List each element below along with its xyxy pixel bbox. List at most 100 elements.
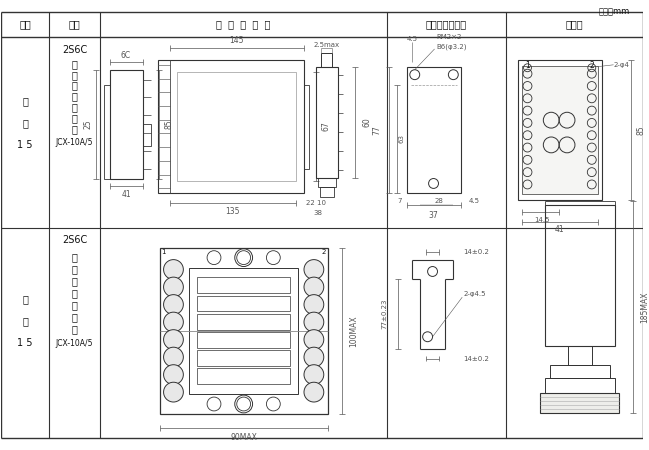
Bar <box>321 53 332 67</box>
Bar <box>197 332 290 348</box>
Text: 14±0.2: 14±0.2 <box>463 249 489 255</box>
Text: 7: 7 <box>397 198 402 204</box>
Text: 135: 135 <box>226 207 240 216</box>
Circle shape <box>304 347 324 367</box>
Text: 2: 2 <box>322 249 326 255</box>
Bar <box>407 67 461 194</box>
Text: 线: 线 <box>71 324 77 334</box>
Text: 22 10: 22 10 <box>306 200 326 206</box>
Bar <box>177 72 296 181</box>
Text: 接: 接 <box>71 312 77 322</box>
Text: 出: 出 <box>71 265 77 274</box>
Text: 凸: 凸 <box>71 59 77 69</box>
Text: 外  形  尺  尸  图: 外 形 尺 尸 图 <box>217 19 271 29</box>
Text: 图: 图 <box>22 316 28 326</box>
Bar <box>158 60 304 194</box>
Text: 2S6C: 2S6C <box>62 235 87 245</box>
Text: 单位：mm: 单位：mm <box>598 8 630 17</box>
Text: 41: 41 <box>121 190 131 199</box>
Text: 90MAX: 90MAX <box>230 433 257 442</box>
Text: 1: 1 <box>162 249 166 255</box>
Text: 式: 式 <box>71 276 77 286</box>
Text: 6C: 6C <box>121 51 131 60</box>
Text: JCX-10A/5: JCX-10A/5 <box>56 339 93 348</box>
Text: 板: 板 <box>71 91 77 101</box>
Text: 2S6C: 2S6C <box>62 45 87 55</box>
Circle shape <box>164 330 184 350</box>
Bar <box>550 365 609 378</box>
Text: 线: 线 <box>71 124 77 134</box>
Circle shape <box>164 364 184 384</box>
Text: 85: 85 <box>164 119 173 129</box>
Circle shape <box>164 382 184 402</box>
Circle shape <box>164 312 184 332</box>
Text: 14.5: 14.5 <box>535 217 550 223</box>
Text: RM2×2: RM2×2 <box>437 34 462 40</box>
Circle shape <box>304 312 324 332</box>
Bar <box>568 346 592 365</box>
Text: 37: 37 <box>429 211 439 220</box>
Text: 前: 前 <box>71 300 77 310</box>
Circle shape <box>304 295 324 315</box>
Text: 附: 附 <box>22 294 28 304</box>
Text: 63: 63 <box>399 135 405 144</box>
Bar <box>522 66 598 194</box>
Circle shape <box>164 295 184 315</box>
Circle shape <box>304 260 324 279</box>
Text: 4.5: 4.5 <box>469 198 480 204</box>
Text: 图: 图 <box>22 118 28 128</box>
Text: 145: 145 <box>230 36 244 45</box>
Circle shape <box>164 277 184 297</box>
Text: B6(φ3.2): B6(φ3.2) <box>437 44 467 50</box>
Text: 板: 板 <box>71 288 77 298</box>
Circle shape <box>164 260 184 279</box>
Text: 28: 28 <box>434 198 443 204</box>
Bar <box>160 248 328 414</box>
Bar <box>143 124 151 146</box>
Bar <box>197 314 290 330</box>
Text: 77±0.23: 77±0.23 <box>381 299 387 329</box>
Text: JCX-10A/5: JCX-10A/5 <box>56 139 93 148</box>
Bar <box>545 205 615 346</box>
Circle shape <box>304 364 324 384</box>
Text: 出: 出 <box>71 70 77 80</box>
Bar <box>541 393 619 413</box>
Circle shape <box>304 330 324 350</box>
Text: 185MAX: 185MAX <box>641 291 649 323</box>
Text: 1 5: 1 5 <box>18 140 33 150</box>
Text: 38: 38 <box>313 210 323 216</box>
Text: 60: 60 <box>363 117 372 127</box>
Text: 式: 式 <box>71 81 77 90</box>
Bar <box>518 60 602 200</box>
Bar <box>110 70 143 179</box>
Text: 结构: 结构 <box>69 19 80 29</box>
Text: 后: 后 <box>71 102 77 112</box>
Text: 100MAX: 100MAX <box>349 315 358 346</box>
Bar <box>197 277 290 293</box>
Bar <box>316 67 337 178</box>
Bar <box>318 178 336 187</box>
Text: 25: 25 <box>84 119 93 129</box>
Bar <box>190 267 298 394</box>
Text: 1 5: 1 5 <box>18 338 33 348</box>
Text: 接: 接 <box>71 113 77 123</box>
Text: 凸: 凸 <box>71 252 77 263</box>
Text: 2.5max: 2.5max <box>313 42 340 48</box>
Bar <box>197 296 290 311</box>
Text: 77: 77 <box>373 125 382 135</box>
Text: 1: 1 <box>525 61 530 70</box>
Text: 41: 41 <box>554 225 564 234</box>
Bar <box>304 85 309 169</box>
Text: 2-φ4: 2-φ4 <box>613 62 630 68</box>
Text: 4.5: 4.5 <box>406 36 417 42</box>
Text: 85: 85 <box>637 125 646 135</box>
Text: 安装开孔尺尸图: 安装开孔尺尸图 <box>426 19 467 29</box>
Bar <box>545 378 615 393</box>
Text: 67: 67 <box>321 121 330 131</box>
Circle shape <box>304 382 324 402</box>
Text: 图号: 图号 <box>19 19 31 29</box>
Bar <box>197 369 290 384</box>
Text: 2-φ4.5: 2-φ4.5 <box>463 291 485 297</box>
Text: 附: 附 <box>22 96 28 106</box>
Circle shape <box>304 277 324 297</box>
